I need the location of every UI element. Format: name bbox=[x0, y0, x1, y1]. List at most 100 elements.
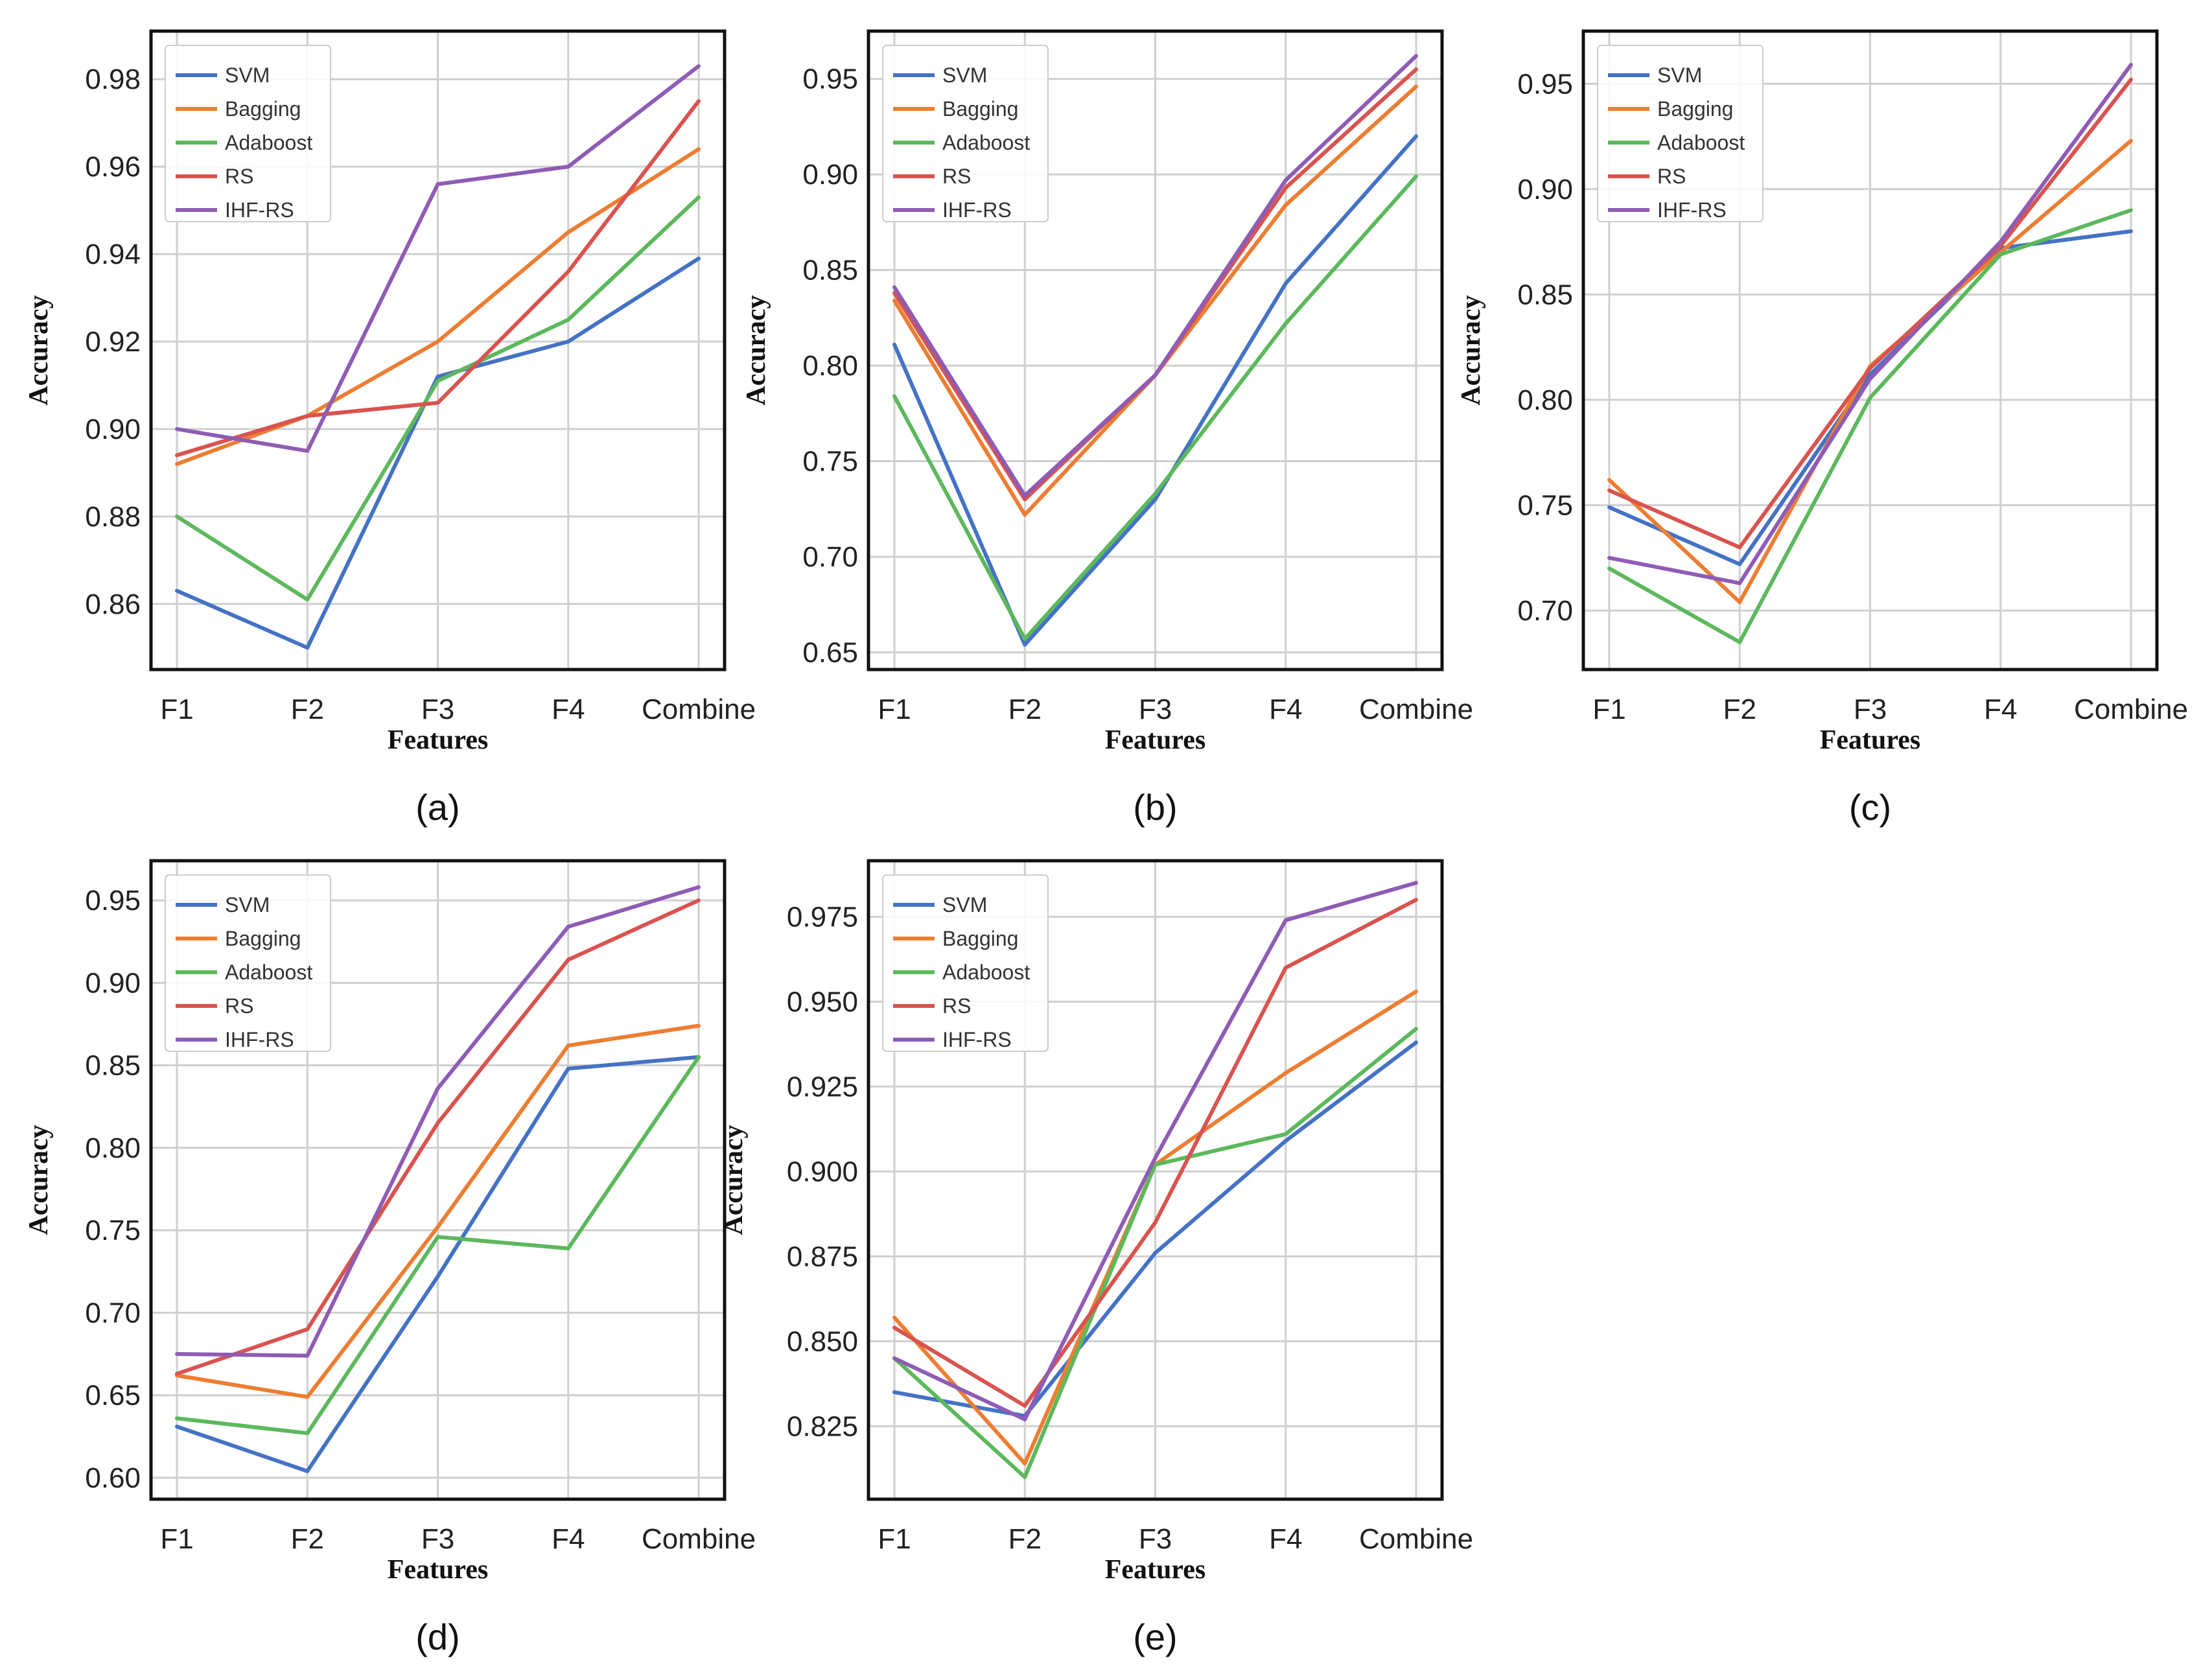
data-point-rs bbox=[305, 414, 310, 418]
data-point-bagging bbox=[305, 1395, 310, 1399]
x-tick-label: F2 bbox=[1008, 694, 1042, 725]
x-tick-label: F2 bbox=[1008, 1523, 1042, 1555]
data-point-ihf-rs bbox=[1868, 377, 1872, 381]
x-tick-label: F1 bbox=[160, 694, 193, 725]
data-point-adaboost bbox=[1153, 491, 1158, 496]
data-point-ihf-rs bbox=[305, 449, 310, 453]
data-point-ihf-rs bbox=[175, 426, 179, 431]
legend-label-rs: RS bbox=[225, 994, 253, 1018]
data-point-ihf-rs bbox=[2129, 63, 2133, 67]
data-point-adaboost bbox=[1283, 321, 1288, 326]
y-tick-label: 0.98 bbox=[85, 64, 141, 95]
y-tick-label: 0.86 bbox=[85, 589, 141, 620]
data-point-ihf-rs bbox=[175, 1352, 179, 1357]
data-point-rs bbox=[1738, 545, 1742, 550]
data-point-adaboost bbox=[1283, 1132, 1288, 1136]
data-point-adaboost bbox=[1607, 566, 1611, 570]
panel-caption: (d) bbox=[415, 1616, 460, 1657]
data-point-bagging bbox=[892, 298, 896, 303]
legend-label-adaboost: Adaboost bbox=[1657, 131, 1745, 154]
legend-label-adaboost: Adaboost bbox=[942, 131, 1030, 154]
x-tick-label: F3 bbox=[1854, 694, 1887, 725]
x-axis-label: Features bbox=[388, 725, 489, 755]
data-point-ihf-rs bbox=[1023, 493, 1027, 498]
data-point-svm bbox=[697, 256, 701, 261]
data-point-adaboost bbox=[436, 1235, 440, 1239]
legend-label-svm: SVM bbox=[942, 64, 987, 87]
data-point-rs bbox=[1414, 67, 1418, 71]
data-point-rs bbox=[436, 1121, 440, 1125]
y-tick-label: 0.85 bbox=[802, 255, 858, 286]
data-point-bagging bbox=[1414, 989, 1418, 994]
y-tick-label: 0.90 bbox=[85, 967, 141, 999]
data-point-adaboost bbox=[305, 1431, 310, 1436]
legend-label-ihf-rs: IHF-RS bbox=[1657, 198, 1727, 222]
x-tick-label: F1 bbox=[878, 694, 911, 725]
legend-label-ihf-rs: IHF-RS bbox=[225, 198, 294, 222]
data-point-bagging bbox=[1283, 1071, 1288, 1075]
data-point-adaboost bbox=[566, 318, 570, 322]
legend-label-svm: SVM bbox=[1657, 64, 1702, 87]
data-point-adaboost bbox=[1023, 636, 1027, 641]
data-point-rs bbox=[1023, 1403, 1027, 1408]
data-point-adaboost bbox=[1998, 252, 2003, 257]
data-point-svm bbox=[892, 342, 896, 347]
y-tick-label: 0.85 bbox=[85, 1050, 141, 1082]
y-tick-label: 0.75 bbox=[802, 446, 858, 478]
axes-frame bbox=[149, 859, 727, 1501]
data-point-rs bbox=[2129, 77, 2133, 82]
data-point-rs bbox=[436, 401, 440, 405]
y-axis-label: Accuracy bbox=[719, 1125, 749, 1235]
legend-label-bagging: Bagging bbox=[942, 97, 1018, 121]
data-point-ihf-rs bbox=[566, 165, 570, 169]
legend-label-bagging: Bagging bbox=[225, 927, 301, 950]
data-point-bagging bbox=[697, 147, 701, 152]
y-tick-label: 0.900 bbox=[787, 1156, 858, 1187]
y-tick-label: 0.94 bbox=[85, 239, 141, 270]
data-point-ihf-rs bbox=[1414, 881, 1418, 885]
data-point-rs bbox=[1607, 488, 1611, 493]
data-point-svm bbox=[1283, 281, 1288, 286]
data-point-adaboost bbox=[697, 1055, 701, 1059]
y-tick-label: 0.925 bbox=[787, 1071, 858, 1103]
legend-label-rs: RS bbox=[942, 994, 971, 1018]
y-tick-label: 0.96 bbox=[85, 151, 141, 183]
x-tick-label: F4 bbox=[1269, 694, 1302, 725]
y-tick-label: 0.88 bbox=[85, 501, 141, 533]
data-point-adaboost bbox=[2129, 208, 2133, 213]
data-point-rs bbox=[697, 99, 701, 103]
legend-label-ihf-rs: IHF-RS bbox=[225, 1028, 294, 1051]
chart-panel-1: 0.65 0.70 0.75 0.80 0.85 0.90 0.95 F1 F2 F3 F4 Comb… bbox=[741, 29, 1473, 828]
chart-panel-2: 0.70 0.75 0.80 0.85 0.90 0.95 F1 F2 F3 F4 Combine F… bbox=[1456, 29, 2188, 828]
data-point-ihf-rs bbox=[1153, 1156, 1158, 1160]
y-axis-label: Accuracy bbox=[1456, 295, 1486, 405]
y-axis-label: Accuracy bbox=[741, 295, 771, 405]
x-tick-label: F4 bbox=[1269, 1523, 1302, 1555]
legend-label-rs: RS bbox=[225, 165, 253, 188]
data-point-rs bbox=[1023, 497, 1027, 502]
x-tick-label: F3 bbox=[421, 1523, 454, 1555]
y-tick-label: 0.90 bbox=[802, 159, 858, 191]
y-axis-label: Accuracy bbox=[24, 295, 54, 405]
y-tick-label: 0.95 bbox=[1517, 68, 1573, 100]
x-tick-label: F3 bbox=[1139, 694, 1172, 725]
y-tick-label: 0.850 bbox=[787, 1325, 858, 1357]
y-tick-label: 0.875 bbox=[787, 1241, 858, 1272]
x-tick-label: Combine bbox=[642, 694, 756, 725]
data-point-svm bbox=[1023, 642, 1027, 647]
legend-label-svm: SVM bbox=[225, 64, 270, 87]
data-point-svm bbox=[1414, 1040, 1418, 1045]
data-point-bagging bbox=[1414, 84, 1418, 89]
data-point-svm bbox=[305, 646, 310, 650]
x-tick-label: F4 bbox=[552, 694, 585, 725]
data-point-adaboost bbox=[1414, 174, 1418, 179]
data-point-bagging bbox=[892, 1315, 896, 1320]
y-tick-label: 0.85 bbox=[1517, 279, 1573, 310]
data-point-svm bbox=[175, 1425, 179, 1429]
legend: SVM Bagging Adaboost RS IHF-RS bbox=[165, 874, 331, 1052]
x-axis-label: Features bbox=[1105, 725, 1206, 755]
data-point-svm bbox=[436, 374, 440, 379]
legend: SVM Bagging Adaboost RS IHF-RS bbox=[165, 45, 331, 222]
data-point-svm bbox=[436, 1274, 440, 1279]
data-point-bagging bbox=[697, 1023, 701, 1028]
